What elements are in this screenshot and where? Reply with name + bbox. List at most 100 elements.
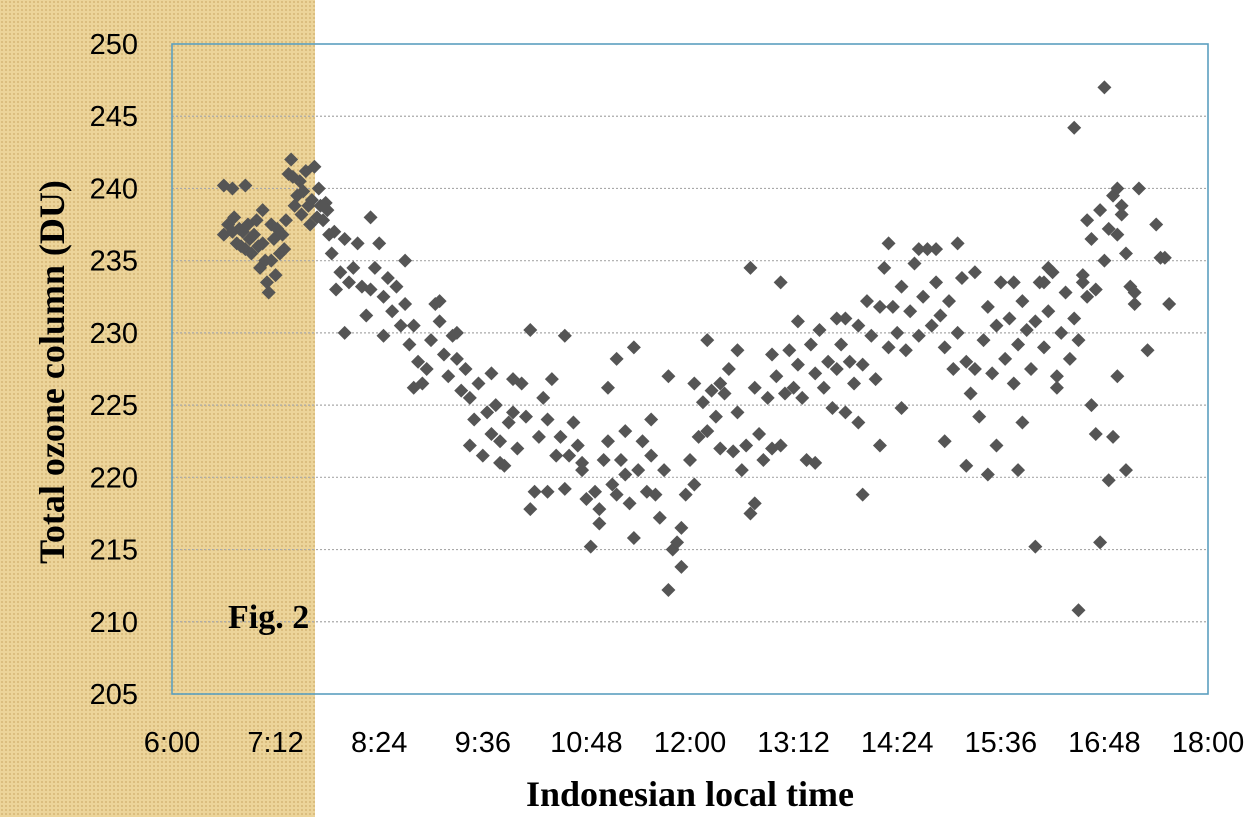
data-point	[227, 210, 242, 225]
data-point	[341, 275, 356, 290]
data-point	[238, 178, 253, 193]
data-point	[1127, 297, 1142, 311]
data-point	[747, 496, 762, 511]
data-point	[1041, 304, 1056, 319]
data-point	[337, 325, 352, 340]
data-point	[359, 308, 374, 323]
data-point	[329, 282, 344, 297]
decorative-side-panel	[0, 0, 315, 817]
data-point	[566, 415, 581, 430]
data-point	[937, 434, 952, 449]
data-point	[920, 242, 935, 257]
data-point	[847, 376, 862, 391]
data-point	[583, 539, 598, 554]
data-point	[657, 463, 672, 478]
data-point	[536, 390, 551, 405]
data-point	[967, 265, 982, 280]
data-point	[501, 415, 516, 430]
data-point	[1049, 369, 1064, 384]
data-point	[626, 340, 641, 355]
data-point	[1149, 217, 1164, 232]
data-point	[721, 362, 736, 376]
data-point	[609, 351, 624, 366]
data-point	[471, 376, 486, 391]
data-point	[1036, 275, 1051, 290]
data-point	[993, 275, 1008, 290]
data-point	[324, 246, 339, 261]
data-point	[613, 453, 628, 467]
data-point	[907, 256, 922, 271]
data-point	[1088, 427, 1103, 441]
data-point	[967, 362, 982, 376]
data-point	[1075, 275, 1090, 290]
data-point	[244, 246, 259, 261]
data-point	[713, 376, 728, 391]
data-point	[942, 294, 956, 309]
data-point	[825, 401, 840, 415]
data-point	[743, 506, 758, 521]
data-point	[950, 325, 965, 340]
data-point	[864, 328, 879, 343]
data-point	[1084, 398, 1099, 413]
data-point	[937, 340, 952, 355]
data-point	[1101, 473, 1116, 488]
data-point	[261, 285, 276, 300]
data-point	[821, 354, 836, 369]
data-point	[432, 314, 447, 329]
data-point	[851, 415, 866, 430]
data-point	[808, 366, 823, 381]
data-point	[773, 275, 788, 290]
data-point	[881, 340, 896, 355]
data-point	[385, 304, 400, 319]
x-tick-label: 10:48	[550, 727, 623, 759]
data-point	[855, 487, 870, 502]
data-point	[1110, 369, 1125, 384]
data-point	[1114, 207, 1129, 222]
data-point	[372, 236, 387, 251]
data-point	[278, 213, 293, 228]
data-point	[708, 409, 723, 424]
data-point	[911, 242, 926, 257]
data-point	[1067, 311, 1082, 326]
data-point	[327, 224, 342, 239]
data-point	[1118, 463, 1133, 478]
data-point	[346, 260, 361, 275]
data-point	[436, 347, 451, 362]
data-point	[777, 386, 792, 401]
data-point	[592, 502, 607, 517]
data-point	[1028, 539, 1043, 554]
data-point	[1067, 120, 1082, 135]
data-point	[985, 366, 1000, 381]
data-point	[950, 236, 965, 251]
data-point	[1097, 80, 1112, 95]
data-point	[527, 484, 542, 499]
data-point	[320, 203, 335, 218]
data-point	[898, 343, 913, 358]
gridlines	[172, 115, 1208, 623]
data-point	[894, 401, 909, 415]
data-point	[467, 412, 482, 427]
data-point	[557, 328, 572, 343]
data-point	[769, 369, 784, 384]
data-point	[903, 304, 918, 319]
data-point	[1097, 253, 1112, 268]
data-point	[687, 376, 702, 391]
data-point	[980, 467, 995, 482]
data-point	[834, 337, 849, 352]
data-point	[877, 260, 892, 275]
data-point	[730, 405, 745, 420]
data-point	[972, 409, 987, 424]
data-point	[726, 444, 741, 459]
data-point	[540, 412, 555, 427]
data-point	[959, 354, 974, 369]
y-tick-label: 220	[90, 462, 138, 494]
data-point	[1024, 362, 1039, 376]
data-point	[829, 362, 844, 376]
data-point	[803, 337, 818, 352]
data-point	[1131, 181, 1146, 196]
data-point	[588, 484, 603, 499]
data-point	[287, 198, 302, 213]
data-point	[838, 405, 853, 420]
data-point	[462, 438, 477, 453]
data-point	[631, 463, 646, 478]
